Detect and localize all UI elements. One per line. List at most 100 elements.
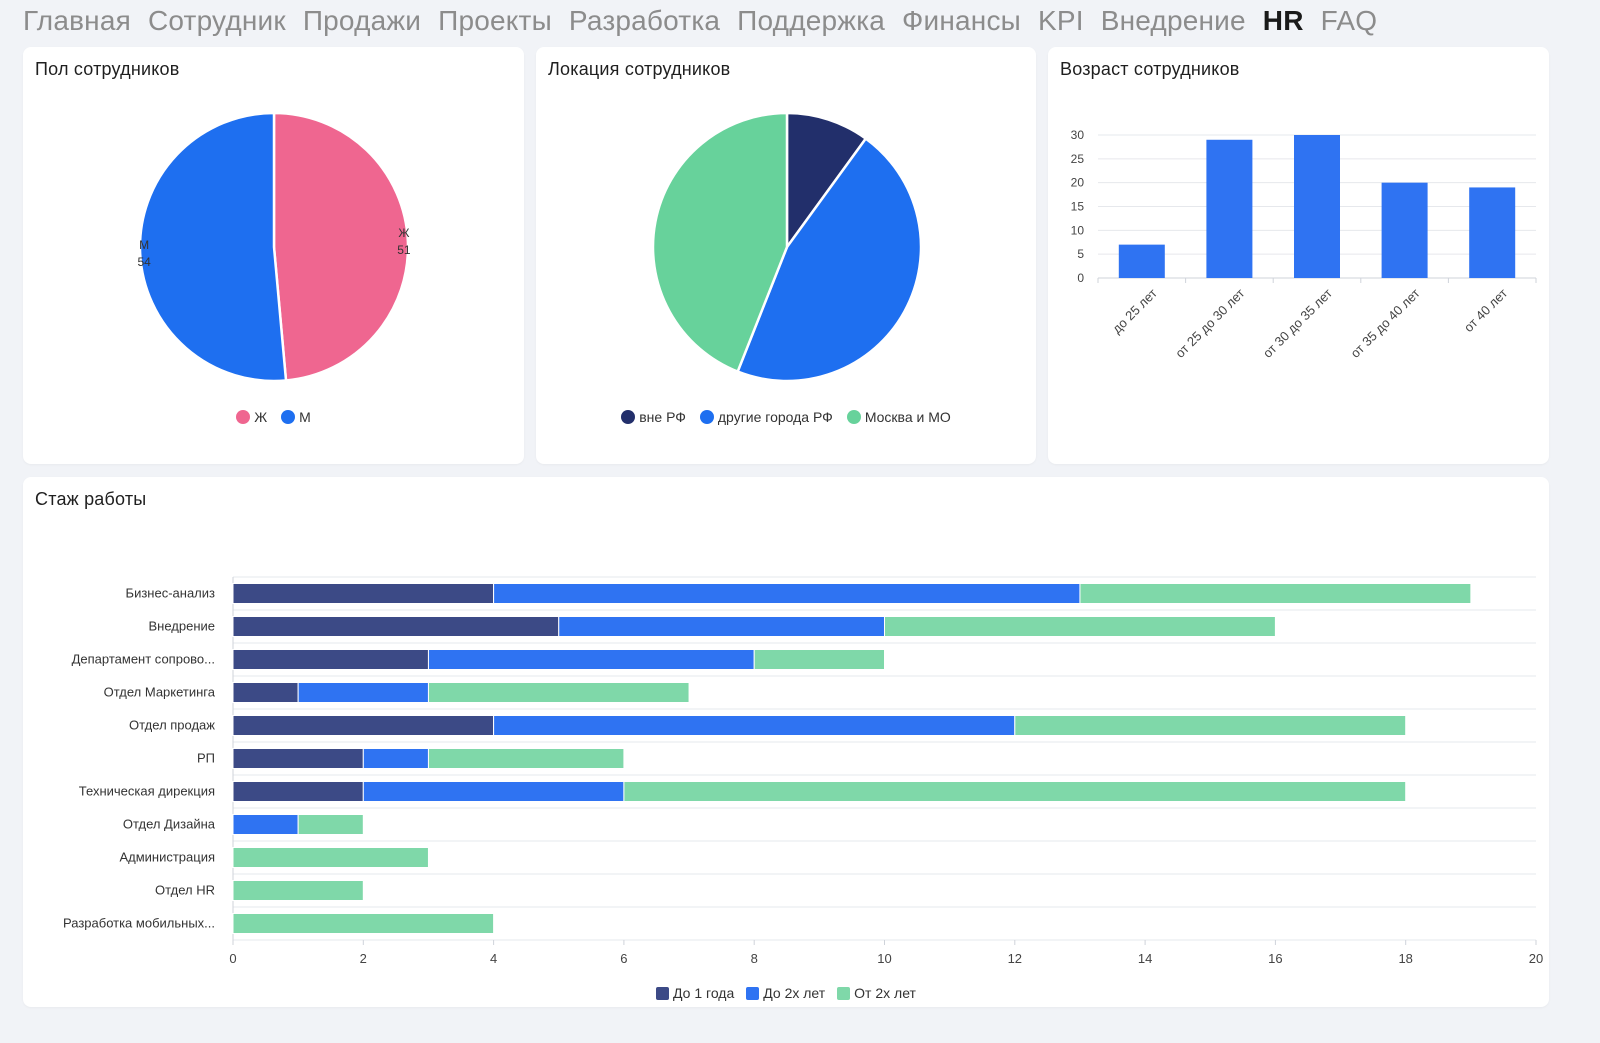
location-legend-marker xyxy=(699,410,714,424)
age-y-tick-label: 20 xyxy=(1071,176,1085,190)
tenure-bar-6-2[interactable] xyxy=(623,781,1407,802)
tenure-bar-3-1[interactable] xyxy=(297,682,429,703)
tenure-category-label-3: Отдел Маркетинга xyxy=(104,685,216,700)
tab-поддержка[interactable]: Поддержка xyxy=(737,5,886,36)
tenure-bar-5-0[interactable] xyxy=(232,748,364,769)
tenure-bar-1-1[interactable] xyxy=(558,616,885,637)
gender-slice-0[interactable] xyxy=(272,111,410,382)
location-legend-item-1[interactable]: другие города РФ xyxy=(699,409,833,425)
age-bar-2[interactable] xyxy=(1294,135,1340,278)
tenure-bar-10-2[interactable] xyxy=(232,913,495,934)
age-x-tick-label-2: от 30 до 35 лет xyxy=(1260,285,1335,360)
age-x-tick-label-3: от 35 до 40 лет xyxy=(1347,285,1422,360)
tenure-title: Стаж работы xyxy=(35,489,147,509)
age-card: Возраст сотрудников 0 5 10 15 20 25 30 до 25 ле… xyxy=(1048,47,1549,464)
tenure-bar-6-1[interactable] xyxy=(362,781,625,802)
gender-slice-1[interactable] xyxy=(138,111,288,383)
location-slice-1[interactable] xyxy=(736,136,923,383)
age-bar-4[interactable] xyxy=(1469,187,1516,278)
tab-разработка[interactable]: Разработка xyxy=(568,5,721,36)
tenure-x-tick-label: 10 xyxy=(877,951,891,966)
age-y-tick-label: 10 xyxy=(1071,223,1085,237)
tenure-bar-2-0[interactable] xyxy=(232,649,429,670)
age-y-tick-label: 5 xyxy=(1077,247,1084,261)
tenure-bar-1-2[interactable] xyxy=(884,616,1276,637)
tenure-x-tick-label: 18 xyxy=(1398,951,1412,966)
location-card: Локация сотрудников вне РФ другие города … xyxy=(536,47,1036,464)
tenure-category-label-1: Внедрение xyxy=(148,619,215,634)
tenure-x-tick-label: 12 xyxy=(1008,951,1022,966)
tab-faq[interactable]: FAQ xyxy=(1320,5,1378,36)
tenure-category-label-4: Отдел продаж xyxy=(129,718,215,733)
tenure-bar-1-0[interactable] xyxy=(232,616,560,637)
tenure-bar-0-0[interactable] xyxy=(232,583,495,604)
location-title: Локация сотрудников xyxy=(548,59,731,79)
gender-legend-item-0[interactable]: Ж xyxy=(236,409,267,425)
tenure-bar-7-1[interactable] xyxy=(232,814,299,835)
tab-внедрение[interactable]: Внедрение xyxy=(1100,5,1246,36)
tab-финансы[interactable]: Финансы xyxy=(902,5,1021,36)
tenure-category-label-9: Отдел HR xyxy=(155,883,215,898)
age-y-tick-label: 30 xyxy=(1071,128,1085,142)
tab-главная[interactable]: Главная xyxy=(23,5,131,36)
tenure-bar-5-2[interactable] xyxy=(427,748,625,769)
gender-legend-marker xyxy=(236,410,251,424)
location-legend-label: вне РФ xyxy=(639,409,686,425)
tab-проекты[interactable]: Проекты xyxy=(438,5,552,36)
location-legend-marker xyxy=(621,410,636,424)
tenure-bar-7-2[interactable] xyxy=(297,814,364,835)
tenure-category-label-0: Бизнес-анализ xyxy=(126,586,215,601)
location-slice-0[interactable] xyxy=(785,111,868,251)
tenure-x-tick-label: 0 xyxy=(229,951,236,966)
age-y-tick-label: 15 xyxy=(1071,200,1085,214)
tab-сотрудник[interactable]: Сотрудник xyxy=(147,5,286,36)
age-x-tick-label-1: от 25 до 30 лет xyxy=(1172,285,1247,360)
tenure-bar-4-1[interactable] xyxy=(493,715,1016,736)
location-legend-marker xyxy=(846,410,861,424)
age-y-tick-label: 25 xyxy=(1071,152,1085,166)
location-legend-item-2[interactable]: Москва и МО xyxy=(846,409,951,425)
tenure-bar-6-0[interactable] xyxy=(232,781,364,802)
gender-slice-value-0: 51 xyxy=(397,243,411,257)
tenure-bar-9-2[interactable] xyxy=(232,880,364,901)
tenure-bar-8-2[interactable] xyxy=(232,847,429,868)
tab-kpi[interactable]: KPI xyxy=(1038,5,1084,36)
gender-legend-marker xyxy=(281,410,296,424)
tenure-bar-5-1[interactable] xyxy=(362,748,429,769)
tenure-bar-2-2[interactable] xyxy=(753,649,886,670)
tenure-legend-marker xyxy=(837,986,851,1000)
age-bar-3[interactable] xyxy=(1381,182,1428,278)
gender-slice-value-1: 54 xyxy=(137,255,151,269)
gender-legend-label: Ж xyxy=(254,409,268,425)
tenure-stacked-bar-chart: 0 2 4 6 8 10 12 14 16 18 20 Бизнес-анализ Внедрение Д… xyxy=(63,576,1543,966)
tenure-legend-label: До 2х лет xyxy=(763,985,826,1001)
gender-legend-item-1[interactable]: М xyxy=(281,409,311,425)
tenure-bar-4-2[interactable] xyxy=(1014,715,1407,736)
tenure-bar-2-1[interactable] xyxy=(427,649,755,670)
tenure-legend-item-0[interactable]: До 1 года xyxy=(656,985,734,1001)
age-x-tick-label-4: от 40 лет xyxy=(1461,285,1510,334)
tenure-bar-3-0[interactable] xyxy=(232,682,299,703)
tenure-bar-3-2[interactable] xyxy=(427,682,690,703)
tenure-legend-marker xyxy=(656,986,670,1000)
tenure-bar-4-0[interactable] xyxy=(232,715,495,736)
tenure-category-label-5: РП xyxy=(197,751,215,766)
tenure-bar-0-1[interactable] xyxy=(493,583,1081,604)
tenure-x-tick-label: 2 xyxy=(360,951,367,966)
tenure-category-label-2: Департамент сопрово... xyxy=(72,652,215,667)
age-bar-0[interactable] xyxy=(1118,244,1165,278)
tenure-category-label-10: Разработка мобильных... xyxy=(63,916,215,931)
tenure-legend-item-1[interactable]: До 2х лет xyxy=(746,985,825,1001)
tab-hr[interactable]: HR xyxy=(1262,5,1304,36)
location-slice-2[interactable] xyxy=(651,111,789,374)
tenure-legend-item-2[interactable]: От 2х лет xyxy=(837,985,916,1001)
tab-продажи[interactable]: Продажи xyxy=(302,5,422,36)
location-legend-label: Москва и МО xyxy=(864,409,951,425)
age-bar-1[interactable] xyxy=(1206,139,1253,278)
tenure-x-tick-label: 8 xyxy=(751,951,758,966)
tenure-bar-0-2[interactable] xyxy=(1079,583,1472,604)
location-legend-item-0[interactable]: вне РФ xyxy=(621,409,686,425)
age-y-tick-label: 0 xyxy=(1077,271,1084,285)
